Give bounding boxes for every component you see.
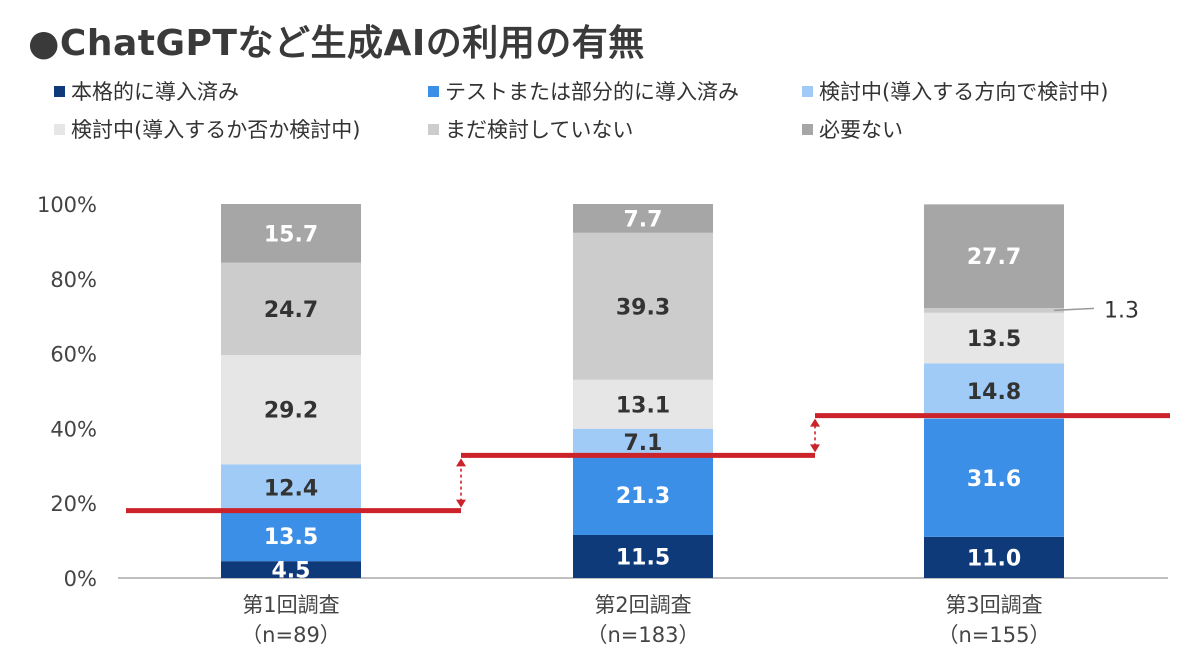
bar-segment: [573, 534, 713, 578]
bar-segment: [924, 312, 1064, 364]
data-label: 13.5: [967, 327, 1021, 352]
legend-swatch: [802, 123, 813, 135]
legend-label: 検討中(導入する方向で検討中): [819, 80, 1109, 104]
bar-segment: [221, 561, 361, 578]
y-tick-label: 0%: [64, 567, 97, 591]
data-label: 29.2: [264, 399, 318, 424]
data-label: 24.7: [264, 298, 318, 323]
legend-swatch: [802, 85, 813, 97]
data-label: 4.5: [272, 559, 311, 584]
arrow-head-up: [810, 418, 820, 427]
arrow-head-down: [456, 499, 466, 508]
data-label: 39.3: [616, 295, 670, 320]
data-label: 12.4: [264, 476, 318, 501]
bar-segment: [573, 204, 713, 233]
bar-segment: [573, 379, 713, 429]
y-tick-label: 80%: [50, 268, 97, 292]
y-tick-label: 20%: [50, 492, 97, 516]
category-label: 第3回調査: [945, 593, 1042, 617]
legend-item: 検討中(導入する方向で検討中): [802, 76, 1108, 106]
data-label: 11.0: [967, 546, 1021, 571]
data-label: 1.3: [1104, 298, 1139, 323]
legend-item: まだ検討していない: [428, 114, 633, 144]
arrow-head-down: [810, 444, 820, 453]
legend-label: 本格的に導入済み: [71, 80, 239, 104]
y-tick-label: 60%: [50, 343, 97, 367]
chart-title: ●ChatGPTなど生成AIの利用の有無: [28, 23, 645, 64]
category-label: 第2回調査: [594, 593, 691, 617]
legend-label: テストまたは部分的に導入済み: [445, 80, 739, 104]
legend-item: 検討中(導入するか否か検討中): [54, 114, 360, 144]
legend-swatch: [54, 85, 65, 97]
bar-segment: [221, 510, 361, 562]
legend-swatch: [54, 123, 65, 135]
data-label: 7.7: [624, 207, 663, 232]
bar-segment: [924, 363, 1064, 419]
category-sublabel: （n=183）: [587, 623, 700, 647]
bar-segment: [924, 307, 1064, 313]
legend-swatch: [428, 123, 439, 135]
bar-segment: [221, 464, 361, 511]
bar-segment: [924, 418, 1064, 537]
category-sublabel: （n=155）: [938, 623, 1051, 647]
data-label: 14.8: [967, 380, 1021, 405]
arrow-head-up: [456, 458, 466, 467]
bar-segment: [221, 262, 361, 356]
data-label: 13.1: [616, 393, 670, 418]
bar-segment: [221, 204, 361, 263]
legend-label: 検討中(導入するか否か検討中): [71, 118, 361, 142]
category-label: 第1回調査: [242, 593, 339, 617]
y-tick-label: 40%: [50, 417, 97, 441]
legend-label: まだ検討していない: [445, 118, 634, 142]
category-sublabel: （n=89）: [241, 623, 341, 647]
data-label: 21.3: [616, 484, 670, 509]
legend-label: 必要ない: [819, 118, 903, 142]
bar-segment: [221, 355, 361, 465]
bar-segment: [924, 536, 1064, 578]
y-tick-label: 100%: [37, 193, 97, 217]
bar-segment: [573, 428, 713, 456]
data-label: 11.5: [616, 545, 670, 570]
data-label: 7.1: [624, 431, 663, 456]
legend-item: テストまたは部分的に導入済み: [428, 76, 739, 106]
data-label: 27.7: [967, 245, 1021, 270]
legend-item: 本格的に導入済み: [54, 76, 239, 106]
bar-segment: [924, 204, 1064, 308]
bar-segment: [573, 455, 713, 535]
data-label: 13.5: [264, 525, 318, 550]
data-label: 15.7: [264, 222, 318, 247]
leader-line: [1053, 307, 1095, 312]
data-label: 31.6: [967, 467, 1021, 492]
legend-item: 必要ない: [802, 114, 903, 144]
legend-swatch: [428, 85, 439, 97]
bar-segment: [573, 232, 713, 380]
